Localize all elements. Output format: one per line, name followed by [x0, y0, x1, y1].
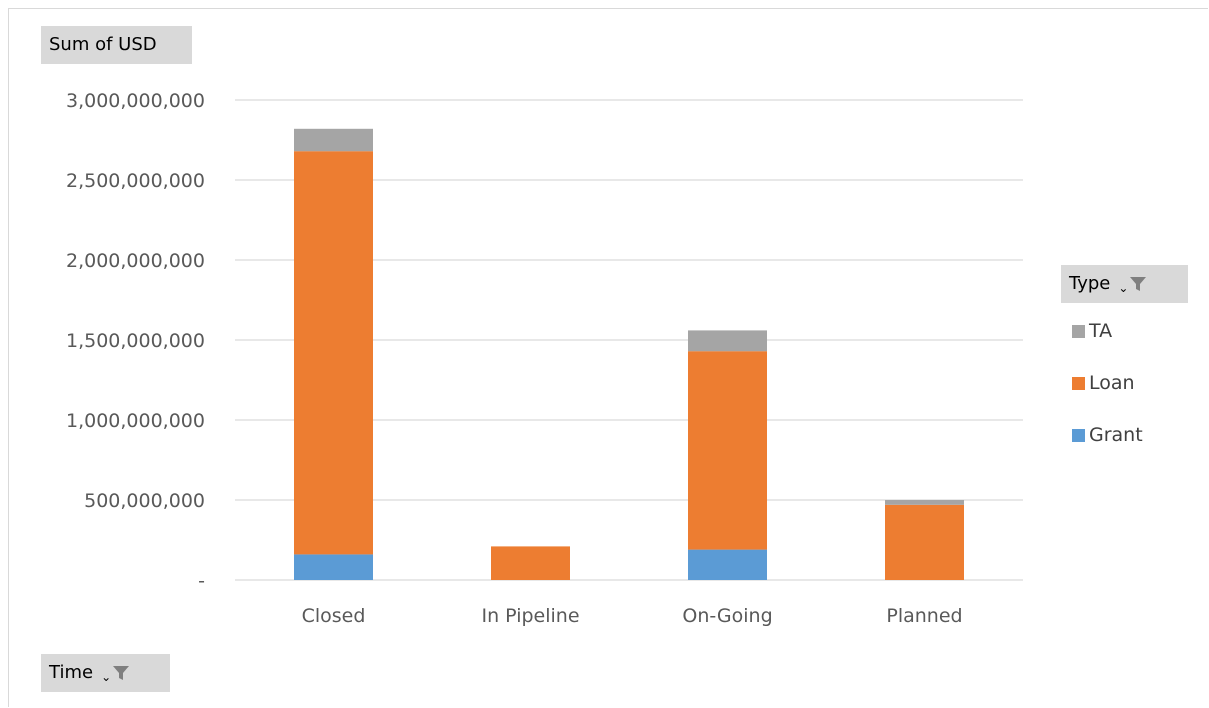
bar-ta-planned — [885, 500, 964, 505]
value-field-button[interactable]: Sum of USD — [41, 26, 192, 64]
filter-dropdown-icon[interactable]: ⌄ — [101, 664, 130, 683]
filter-dropdown-icon[interactable]: ⌄ — [1118, 275, 1147, 294]
legend-swatch — [1072, 428, 1085, 442]
legend-label: Grant — [1089, 424, 1143, 446]
bar-loan-planned — [885, 504, 964, 580]
bar-loan-in-pipeline — [491, 546, 570, 580]
x-tick-label: In Pipeline — [481, 605, 579, 627]
y-tick-label: 500,000,000 — [84, 490, 205, 512]
chart-frame — [8, 8, 1208, 707]
bar-loan-on-going — [688, 351, 767, 550]
axis-field-button[interactable]: Time ⌄ — [41, 654, 170, 692]
legend-label: TA — [1089, 320, 1113, 342]
legend-item-grant[interactable]: Grant — [1072, 424, 1143, 446]
y-tick-label: 1,500,000,000 — [66, 330, 205, 352]
bar-ta-closed — [294, 128, 373, 152]
bar-ta-on-going — [688, 330, 767, 352]
bar-grant-on-going — [688, 549, 767, 580]
legend-swatch — [1072, 324, 1085, 338]
legend-item-ta[interactable]: TA — [1072, 320, 1112, 342]
bar-grant-closed — [294, 554, 373, 580]
x-tick-label: Planned — [886, 605, 962, 627]
legend-label: Loan — [1089, 372, 1135, 394]
bar-loan-closed — [294, 151, 373, 555]
y-tick-label: 2,500,000,000 — [66, 170, 205, 192]
y-tick-label: 1,000,000,000 — [66, 410, 205, 432]
legend-field-button[interactable]: Type ⌄ — [1061, 265, 1188, 303]
x-tick-label: Closed — [302, 605, 366, 627]
axis-field-label: Time — [49, 662, 94, 683]
value-field-label: Sum of USD — [49, 34, 157, 55]
legend-field-label: Type — [1069, 273, 1111, 294]
legend-item-loan[interactable]: Loan — [1072, 372, 1135, 394]
legend-swatch — [1072, 376, 1085, 390]
y-tick-label: 2,000,000,000 — [66, 250, 205, 272]
x-tick-label: On-Going — [682, 605, 772, 627]
y-tick-label: 3,000,000,000 — [66, 90, 205, 112]
y-tick-label: - — [198, 570, 205, 592]
